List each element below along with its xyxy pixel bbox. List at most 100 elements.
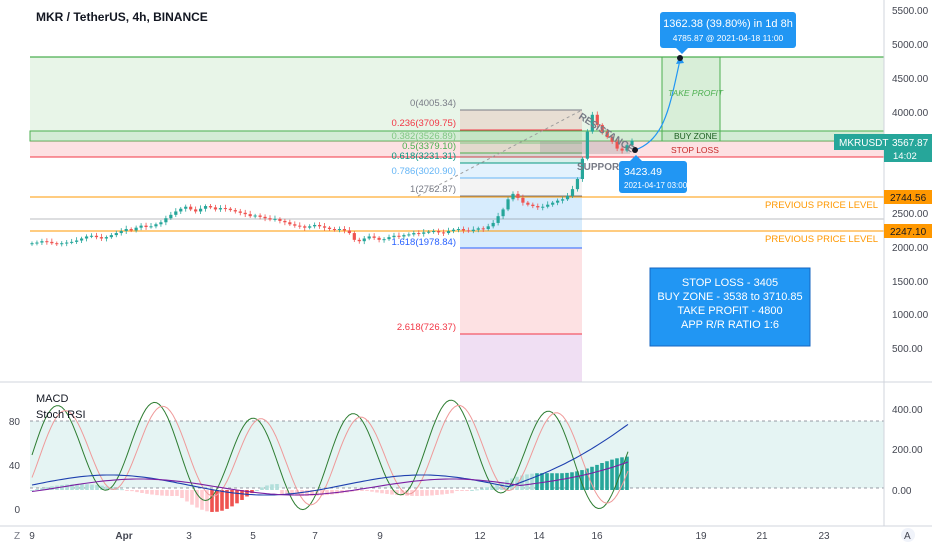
candle-body [189,206,193,210]
macd-bar [395,490,399,496]
candle-body [556,200,560,203]
macd-bar [600,463,604,490]
candle-body [486,226,490,230]
candle-body [109,235,113,238]
candle-body [481,228,485,230]
candle-body [129,229,133,231]
candle-body [60,243,64,245]
candle-body [75,240,79,242]
macd-bar [40,488,44,490]
candle-body [377,237,381,240]
buy-zone-label: BUY ZONE [674,131,718,141]
candle-body [565,195,570,200]
chart-title: MKR / TetherUS, 4h, BINANCE [36,10,208,24]
macd-bar [270,484,274,490]
price-tick: 1500.00 [892,277,929,288]
fibonacci-retracement [417,109,583,382]
candle-body [516,193,520,198]
candle-body [303,226,307,228]
macd-bar [175,490,179,496]
price-tick: 5500.00 [892,6,929,17]
macd-bar [405,490,409,496]
macd-bar [145,490,149,494]
macd-bar [230,490,234,507]
fib-zone-0-236 [460,110,582,130]
candle-body [134,227,138,231]
macd-bar [85,484,89,490]
macd-tick-0: 0.00 [892,486,912,497]
target-box-line2: 4785.87 @ 2021-04-18 11:00 [673,33,784,43]
time-tick: 12 [474,531,486,542]
auto-scale-button[interactable]: A [904,531,911,542]
macd-bar [360,490,364,491]
projection-curve [634,59,681,151]
macd-bar [565,472,569,490]
candle-body [585,131,589,159]
candle-body [526,202,530,205]
macd-bar [585,468,589,490]
candle-body [298,225,302,227]
candle-body [605,131,609,138]
candle-body [570,189,575,196]
macd-bar [465,490,469,491]
macd-bar [575,471,579,490]
candle-body [451,229,456,232]
macd-bar [195,490,199,508]
candle-body [318,224,322,227]
candle-body [456,229,461,231]
macd-bar [210,490,214,512]
macd-bar [75,484,79,490]
price-tick: 500.00 [892,344,923,355]
candle-body [114,233,118,236]
candle-body [149,226,153,228]
candle-body [536,206,540,208]
level-value-2: 2247.10 [890,227,927,238]
macd-bar [615,458,619,490]
time-axis-left-button[interactable]: Z [14,531,20,542]
candle-body [89,235,94,237]
macd-tick-400: 400.00 [892,405,923,416]
fib-zone-2618-below [460,334,582,382]
macd-bar [570,472,574,490]
candle-body [79,238,84,241]
price-axis[interactable]: 5500.00 5000.00 4500.00 4000.00 2500.00 2000.… [834,0,932,526]
candle-body [159,222,163,225]
candle-body [342,229,346,231]
price-tick: 1000.00 [892,310,929,321]
candle-body [580,158,585,179]
macd-bar [330,490,334,495]
macd-bar [35,489,39,491]
macd-bar [110,487,114,490]
summary-line-3: TAKE PROFIT - 4800 [677,305,782,317]
time-tick: 23 [818,531,830,542]
macd-bar [260,487,264,490]
macd-bar [595,464,599,490]
candle-body [432,231,436,233]
macd-bar [45,487,49,490]
candle-body [179,208,183,212]
macd-bar [325,490,329,496]
stoch-tick-0: 0 [14,505,20,516]
time-tick: 9 [377,531,383,542]
macd-bar [505,480,509,490]
time-tick: 5 [250,531,256,542]
candle-body [70,241,74,243]
candle-body [471,229,475,232]
macd-bar [305,490,309,496]
candle-body [357,239,361,242]
macd-bar [525,474,529,490]
candle-body [65,242,69,244]
candle-body [327,227,332,230]
candle-body [347,230,351,234]
candle-body [541,206,545,208]
candle-body [313,224,317,227]
fib-zone-786-1 [460,178,582,196]
stoch-rsi-label: Stoch RSI [36,409,86,421]
stoch-k-line [31,399,629,511]
candle-body [228,208,232,211]
price-axis-ticks: 5500.00 5000.00 4500.00 4000.00 2500.00 2000.… [892,6,929,355]
auto-scale-button-bg[interactable] [901,528,915,542]
candle-body [213,207,218,210]
macd-bar [390,490,394,495]
time-axis[interactable]: Z A 9 Apr 3 5 7 9 12 14 16 19 21 23 [0,525,932,542]
